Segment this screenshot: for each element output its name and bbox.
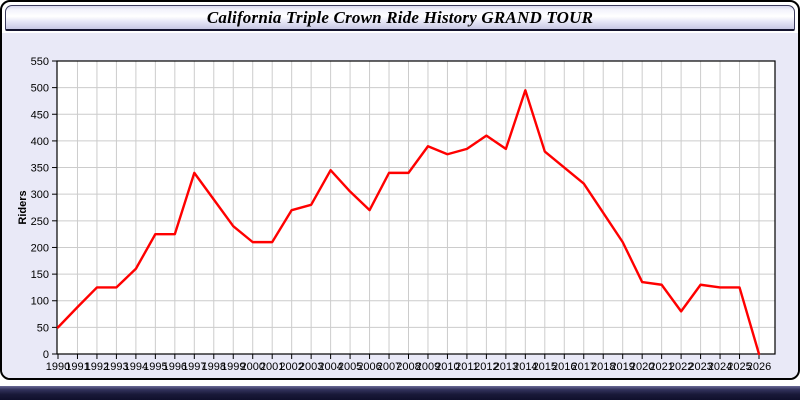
- x-axis-labels: 1990199119921993199419951996199719981999…: [46, 361, 771, 373]
- bottom-bar: [0, 386, 800, 400]
- y-tick-label: 500: [31, 83, 49, 95]
- x-tick-label: 1992: [85, 361, 109, 373]
- x-tick-label: 2011: [455, 361, 479, 373]
- y-tick-label: 0: [43, 349, 49, 361]
- y-tick-label: 300: [31, 189, 49, 201]
- axis-ticks: [52, 60, 760, 359]
- chart-container: 1990 1991 1992 1993 1994 1995 1996 1997 1998 1999…: [2, 33, 798, 378]
- x-tick-label: 1998: [202, 361, 226, 373]
- x-tick-label: 2022: [669, 361, 693, 373]
- x-tick-label: 1999: [221, 361, 245, 373]
- x-tick-label: 2026: [747, 361, 771, 373]
- plot-area: [57, 61, 775, 354]
- plot-border: [56, 60, 776, 355]
- x-tick-label: 1993: [104, 361, 128, 373]
- ride-history-chart: 1990199119921993199419951996199719981999…: [17, 56, 776, 373]
- title-bar: California Triple Crown Ride History GRA…: [5, 5, 795, 31]
- y-tick-label: 400: [31, 136, 49, 148]
- x-tick-label: 2020: [630, 361, 654, 373]
- y-tick-label: 150: [31, 269, 49, 281]
- x-tick-label: 2012: [474, 361, 498, 373]
- x-tick-label: 2019: [610, 361, 634, 373]
- x-tick-label: 1997: [182, 361, 206, 373]
- x-tick-label: 1991: [65, 361, 89, 373]
- y-tick-label: 100: [31, 296, 49, 308]
- x-tick-label: 2005: [338, 361, 362, 373]
- x-tick-label: 2006: [357, 361, 381, 373]
- x-tick-label: 1990: [46, 361, 70, 373]
- y-tick-label: 350: [31, 163, 49, 175]
- x-tick-label: 2014: [513, 361, 537, 373]
- y-axis-labels: 0 50 100 150 200 250 300 350 400 450 500 550: [31, 56, 49, 361]
- x-tick-label: 2007: [377, 361, 401, 373]
- x-tick-label: 2009: [416, 361, 440, 373]
- x-tick-label: 2015: [533, 361, 557, 373]
- main-panel: California Triple Crown Ride History GRA…: [0, 0, 800, 380]
- x-tick-label: 2023: [688, 361, 712, 373]
- x-tick-label: 2001: [260, 361, 284, 373]
- y-axis-title: Riders: [17, 190, 29, 224]
- x-tick-label: 2004: [318, 361, 342, 373]
- x-tick-label: 1994: [124, 361, 148, 373]
- x-tick-label: 2008: [396, 361, 420, 373]
- y-tick-label: 550: [31, 56, 49, 68]
- x-tick-label: 2013: [494, 361, 518, 373]
- x-tick-label: 2010: [435, 361, 459, 373]
- y-tick-label: 450: [31, 109, 49, 121]
- page-title: California Triple Crown Ride History GRA…: [206, 8, 594, 27]
- x-tick-label: 2021: [649, 361, 673, 373]
- riders-data-line: [56, 89, 761, 356]
- x-tick-label: 1995: [143, 361, 167, 373]
- x-tick-label: 2025: [727, 361, 751, 373]
- x-tick-label: 1996: [163, 361, 187, 373]
- x-tick-label: 2024: [708, 361, 732, 373]
- x-tick-label: 2002: [279, 361, 303, 373]
- x-tick-label: 2000: [240, 361, 264, 373]
- y-tick-label: 200: [31, 242, 49, 254]
- y-tick-label: 50: [37, 322, 49, 334]
- x-tick-label: 2017: [572, 361, 596, 373]
- y-tick-label: 250: [31, 216, 49, 228]
- x-tick-label: 2016: [552, 361, 576, 373]
- x-tick-label: 2003: [299, 361, 323, 373]
- x-tick-label: 2018: [591, 361, 615, 373]
